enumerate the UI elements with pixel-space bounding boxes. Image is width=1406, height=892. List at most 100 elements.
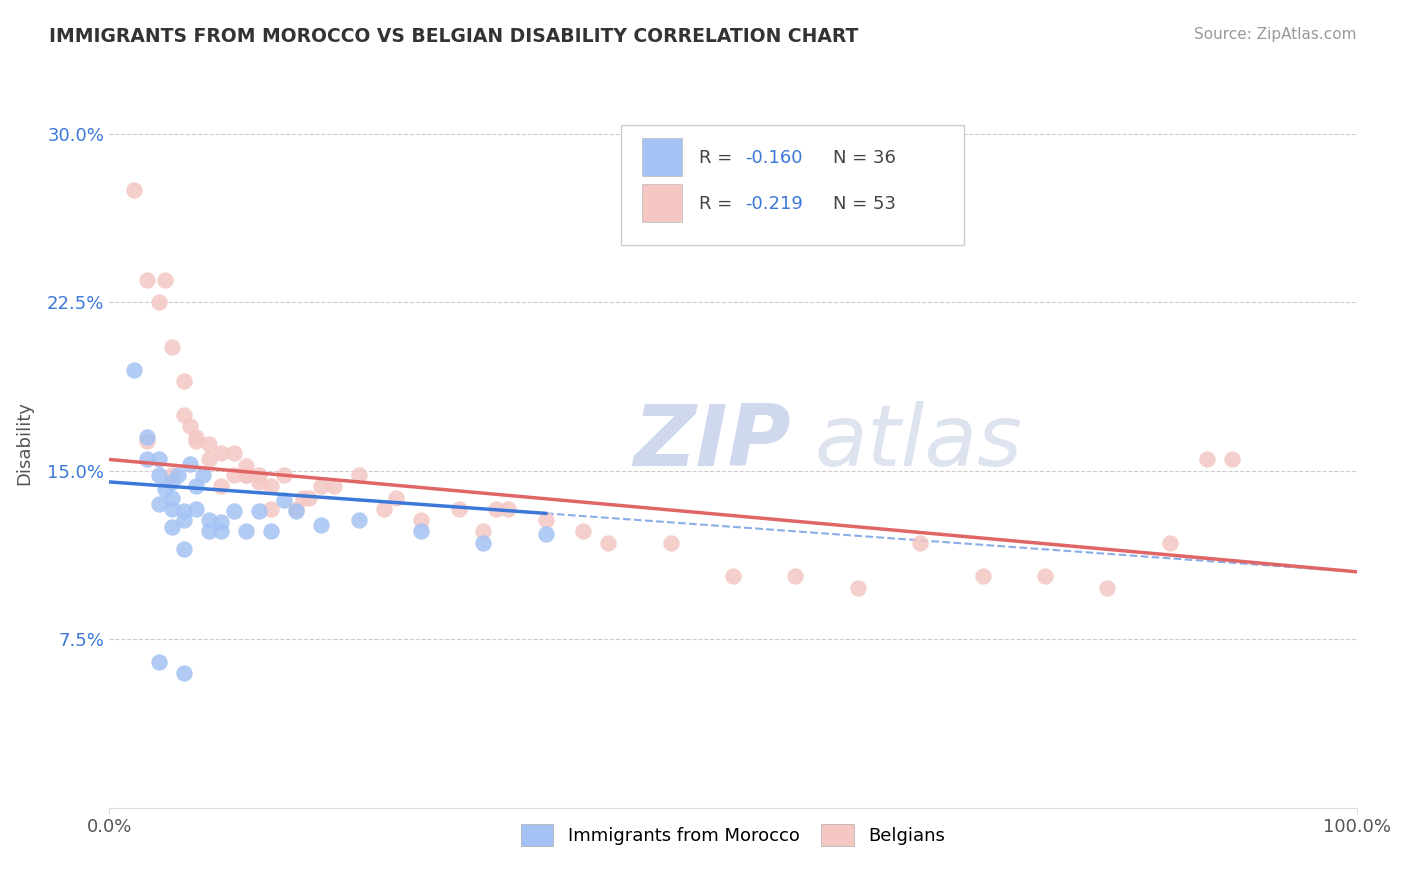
Point: [1197, 452, 1219, 467]
Point: [309, 517, 332, 532]
Point: [186, 479, 208, 493]
Point: [186, 434, 208, 449]
Point: [160, 468, 183, 483]
Point: [322, 479, 344, 493]
Point: [148, 468, 170, 483]
Point: [472, 524, 495, 539]
Point: [260, 502, 283, 516]
Point: [409, 513, 432, 527]
Point: [148, 497, 170, 511]
Point: [173, 542, 195, 557]
Point: [148, 655, 170, 669]
Text: R =: R =: [699, 149, 738, 167]
Point: [472, 535, 495, 549]
Point: [235, 459, 257, 474]
Point: [209, 524, 232, 539]
Point: [534, 513, 557, 527]
Point: [160, 502, 183, 516]
Point: [222, 446, 245, 460]
Point: [179, 418, 201, 433]
Point: [198, 452, 221, 467]
Point: [347, 468, 370, 483]
Point: [235, 468, 257, 483]
Point: [498, 502, 520, 516]
Point: [173, 513, 195, 527]
Point: [385, 491, 408, 505]
Point: [659, 535, 682, 549]
Point: [235, 524, 257, 539]
Text: N = 36: N = 36: [832, 149, 896, 167]
Point: [273, 468, 295, 483]
Point: [247, 468, 270, 483]
Point: [209, 446, 232, 460]
Point: [409, 524, 432, 539]
Point: [122, 183, 145, 197]
Point: [485, 502, 508, 516]
Text: N = 53: N = 53: [832, 194, 896, 213]
Text: Source: ZipAtlas.com: Source: ZipAtlas.com: [1194, 27, 1357, 42]
Point: [910, 535, 932, 549]
Point: [222, 504, 245, 518]
FancyBboxPatch shape: [643, 184, 682, 222]
Point: [1220, 452, 1243, 467]
Text: -0.219: -0.219: [745, 194, 803, 213]
Point: [122, 362, 145, 376]
Point: [160, 491, 183, 505]
Point: [148, 452, 170, 467]
Point: [291, 491, 314, 505]
Point: [191, 468, 214, 483]
Point: [1097, 581, 1119, 595]
Point: [166, 468, 188, 483]
Point: [173, 504, 195, 518]
Text: R =: R =: [699, 194, 738, 213]
Point: [1033, 569, 1056, 583]
Point: [235, 468, 257, 483]
Legend: Immigrants from Morocco, Belgians: Immigrants from Morocco, Belgians: [513, 817, 952, 854]
Point: [285, 502, 308, 516]
Point: [148, 295, 170, 310]
Point: [135, 434, 157, 449]
Point: [160, 475, 183, 489]
Point: [846, 581, 869, 595]
Point: [179, 457, 201, 471]
Point: [721, 569, 744, 583]
Point: [260, 479, 283, 493]
Text: ZIP: ZIP: [633, 401, 790, 484]
Point: [135, 273, 157, 287]
Point: [155, 273, 177, 287]
Point: [309, 479, 332, 493]
Point: [155, 482, 177, 496]
Point: [572, 524, 595, 539]
Point: [247, 475, 270, 489]
Point: [273, 492, 295, 507]
Point: [373, 502, 395, 516]
Point: [198, 524, 221, 539]
Point: [198, 513, 221, 527]
FancyBboxPatch shape: [643, 138, 682, 176]
FancyBboxPatch shape: [621, 125, 965, 245]
Point: [209, 479, 232, 493]
Point: [173, 374, 195, 388]
Y-axis label: Disability: Disability: [15, 401, 32, 484]
Point: [347, 513, 370, 527]
Point: [785, 569, 807, 583]
Point: [173, 408, 195, 422]
Point: [186, 430, 208, 444]
Point: [222, 468, 245, 483]
Point: [135, 452, 157, 467]
Point: [598, 535, 620, 549]
Point: [285, 504, 308, 518]
Point: [1159, 535, 1181, 549]
Point: [260, 524, 283, 539]
Point: [534, 526, 557, 541]
Point: [160, 520, 183, 534]
Text: IMMIGRANTS FROM MOROCCO VS BELGIAN DISABILITY CORRELATION CHART: IMMIGRANTS FROM MOROCCO VS BELGIAN DISAB…: [49, 27, 859, 45]
Text: -0.160: -0.160: [745, 149, 803, 167]
Point: [160, 340, 183, 354]
Point: [972, 569, 994, 583]
Point: [247, 504, 270, 518]
Point: [447, 502, 470, 516]
Point: [209, 516, 232, 530]
Point: [198, 436, 221, 450]
Text: atlas: atlas: [814, 401, 1022, 484]
